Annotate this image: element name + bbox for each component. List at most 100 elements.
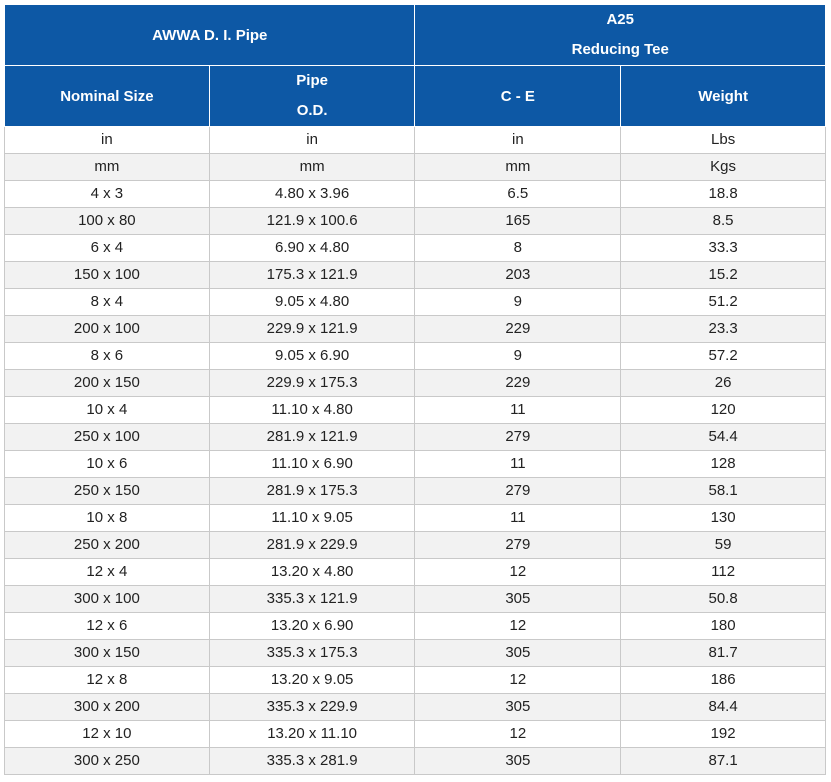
pipe-od-cell: 281.9 x 175.3 [208,477,416,505]
header-a25-label: A25 [606,11,634,28]
ce-cell: 11 [414,396,622,424]
pipe-od-cell: 9.05 x 4.80 [208,288,416,316]
pipe-od-cell: 281.9 x 121.9 [208,423,416,451]
nominal-size-cell: 300 x 150 [4,639,210,667]
table-row: 10 x 6 11.10 x 6.90 11 128 [4,450,826,478]
nominal-size-cell: in [4,126,210,154]
nominal-size-cell: 12 x 4 [4,558,210,586]
weight-cell: 33.3 [620,234,826,262]
nominal-size-cell: 4 x 3 [4,180,210,208]
weight-cell: 50.8 [620,585,826,613]
pipe-od-cell: 229.9 x 175.3 [208,369,416,397]
nominal-size-cell: 250 x 100 [4,423,210,451]
nominal-size-cell: 12 x 6 [4,612,210,640]
header-nominal-size: Nominal Size [4,65,210,127]
weight-cell: 128 [620,450,826,478]
ce-cell: 9 [414,342,622,370]
header-weight: Weight [620,65,826,127]
ce-cell: 9 [414,288,622,316]
ce-cell: 12 [414,612,622,640]
weight-cell: 112 [620,558,826,586]
nominal-size-cell: 10 x 6 [4,450,210,478]
header-a25-reducing-tee: A25 Reducing Tee [414,4,826,66]
pipe-od-cell: 6.90 x 4.80 [208,234,416,262]
pipe-od-cell: 11.10 x 4.80 [208,396,416,424]
ce-cell: 305 [414,747,622,775]
weight-cell: 120 [620,396,826,424]
nominal-size-cell: 8 x 6 [4,342,210,370]
reducing-tee-table-container: AWWA D. I. Pipe A25 Reducing Tee Nominal… [3,4,826,775]
weight-cell: Lbs [620,126,826,154]
weight-cell: 59 [620,531,826,559]
weight-cell: 57.2 [620,342,826,370]
header-awwa-pipe-label: AWWA D. I. Pipe [152,26,268,44]
nominal-size-cell: 10 x 8 [4,504,210,532]
pipe-od-cell: 335.3 x 281.9 [208,747,416,775]
ce-cell: 305 [414,639,622,667]
table-body: in in in Lbs mm mm mm Kgs 4 x 3 4.80 x 3.96 6.5 18.… [4,126,826,775]
nominal-size-cell: 200 x 100 [4,315,210,343]
pipe-od-cell: 335.3 x 229.9 [208,693,416,721]
table-row: 12 x 10 13.20 x 11.10 12 192 [4,720,826,748]
ce-cell: 11 [414,504,622,532]
ce-cell: 12 [414,720,622,748]
pipe-od-cell: 335.3 x 175.3 [208,639,416,667]
weight-cell: 58.1 [620,477,826,505]
pipe-od-cell: mm [208,153,416,181]
table-row: 12 x 6 13.20 x 6.90 12 180 [4,612,826,640]
ce-cell: in [414,126,622,154]
table-row: 250 x 150 281.9 x 175.3 279 58.1 [4,477,826,505]
table-row: 300 x 100 335.3 x 121.9 305 50.8 [4,585,826,613]
weight-cell: 26 [620,369,826,397]
pipe-od-cell: 13.20 x 11.10 [208,720,416,748]
ce-cell: 229 [414,369,622,397]
pipe-od-cell: 229.9 x 121.9 [208,315,416,343]
header-awwa-pipe: AWWA D. I. Pipe [3,4,416,66]
table-row: 10 x 4 11.10 x 4.80 11 120 [4,396,826,424]
ce-cell: 12 [414,558,622,586]
table-row: 8 x 6 9.05 x 6.90 9 57.2 [4,342,826,370]
table-row: 100 x 80 121.9 x 100.6 165 8.5 [4,207,826,235]
weight-cell: 23.3 [620,315,826,343]
nominal-size-cell: 100 x 80 [4,207,210,235]
table-row: mm mm mm Kgs [4,153,826,181]
ce-cell: 6.5 [414,180,622,208]
table-row: 12 x 4 13.20 x 4.80 12 112 [4,558,826,586]
table-row: 250 x 100 281.9 x 121.9 279 54.4 [4,423,826,451]
weight-cell: 87.1 [620,747,826,775]
nominal-size-cell: mm [4,153,210,181]
table-row: in in in Lbs [4,126,826,154]
header-weight-label: Weight [698,87,748,105]
nominal-size-cell: 8 x 4 [4,288,210,316]
nominal-size-cell: 6 x 4 [4,234,210,262]
weight-cell: 84.4 [620,693,826,721]
pipe-od-cell: 13.20 x 9.05 [208,666,416,694]
pipe-od-cell: 11.10 x 6.90 [208,450,416,478]
header-row-columns: Nominal Size Pipe O.D. C - E Weight [4,65,826,127]
pipe-od-cell: 4.80 x 3.96 [208,180,416,208]
pipe-od-cell: 11.10 x 9.05 [208,504,416,532]
header-ce: C - E [414,65,622,127]
ce-cell: 12 [414,666,622,694]
ce-cell: 165 [414,207,622,235]
nominal-size-cell: 300 x 100 [4,585,210,613]
table-row: 6 x 4 6.90 x 4.80 8 33.3 [4,234,826,262]
table-row: 150 x 100 175.3 x 121.9 203 15.2 [4,261,826,289]
table-row: 12 x 8 13.20 x 9.05 12 186 [4,666,826,694]
nominal-size-cell: 300 x 200 [4,693,210,721]
nominal-size-cell: 150 x 100 [4,261,210,289]
ce-cell: 305 [414,585,622,613]
pipe-od-cell: 281.9 x 229.9 [208,531,416,559]
ce-cell: 11 [414,450,622,478]
weight-cell: 186 [620,666,826,694]
ce-cell: 203 [414,261,622,289]
weight-cell: Kgs [620,153,826,181]
pipe-od-cell: 13.20 x 4.80 [208,558,416,586]
ce-cell: 8 [414,234,622,262]
weight-cell: 51.2 [620,288,826,316]
ce-cell: mm [414,153,622,181]
table-row: 250 x 200 281.9 x 229.9 279 59 [4,531,826,559]
table-row: 200 x 100 229.9 x 121.9 229 23.3 [4,315,826,343]
pipe-od-cell: in [208,126,416,154]
nominal-size-cell: 10 x 4 [4,396,210,424]
